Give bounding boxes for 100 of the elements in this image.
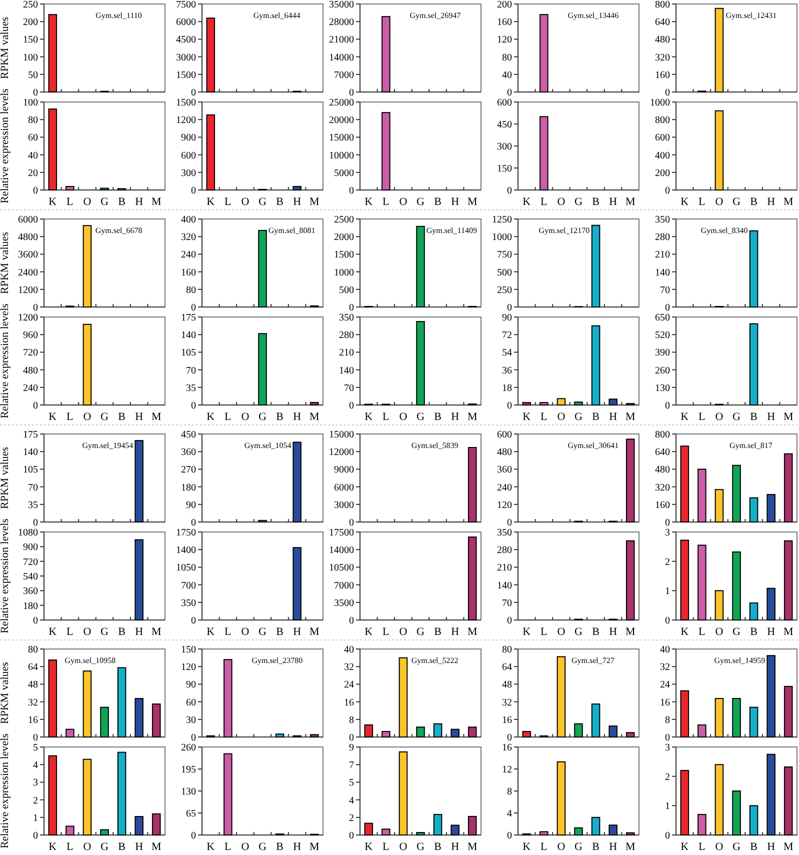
x-tick-label: H: [293, 626, 302, 638]
x-tick-label: O: [557, 841, 566, 853]
y-tick-label: 800: [655, 430, 670, 440]
x-tick-label: M: [625, 626, 636, 638]
y-tick-label: 2500: [334, 214, 354, 226]
x-tick-label: B: [118, 196, 126, 208]
x-tick-label: B: [276, 196, 284, 208]
y-tick-label: 350: [497, 528, 512, 538]
x-tick-label: G: [416, 626, 425, 638]
bar: [364, 724, 374, 738]
y-tick-label: 210: [339, 348, 354, 359]
x-tick-label: G: [732, 196, 741, 208]
bar: [382, 731, 390, 738]
x-tick-label: K: [206, 841, 215, 853]
y-tick-label: 200: [655, 168, 670, 179]
bar: [540, 831, 548, 836]
x-tick-label: K: [522, 841, 531, 853]
y-tick-label: 200: [497, 0, 512, 10]
x-tick-label: M: [783, 411, 794, 423]
bar: [766, 588, 776, 620]
y-tick-label: 400: [655, 150, 670, 162]
x-tick-label: G: [574, 841, 583, 853]
y-tick-label: 120: [181, 662, 196, 674]
x-tick-label: M: [151, 196, 162, 208]
y-tick-label: 0: [191, 88, 196, 98]
y-tick-label: 0: [33, 518, 38, 528]
y-tick-label: 10000: [329, 150, 354, 162]
bar: [608, 398, 618, 406]
x-tick-label: B: [750, 626, 758, 638]
y-tick-label: 1: [665, 801, 670, 812]
bar: [749, 497, 758, 522]
y-tick-label: 0: [507, 400, 512, 412]
y-tick-label: 600: [655, 132, 670, 144]
x-tick-label: O: [715, 841, 724, 853]
x-tick-label: G: [732, 841, 741, 853]
y-tick-label: 25000: [329, 98, 354, 108]
bar: [556, 398, 566, 406]
y-tick-label: 70: [502, 598, 512, 609]
bar: [433, 814, 442, 836]
y-tick-label: 15000: [329, 132, 354, 144]
x-tick-label: O: [399, 196, 408, 208]
y-tick-label: 4: [349, 795, 354, 806]
y-tick-label: 320: [655, 52, 670, 64]
y-tick-label: 1200: [176, 115, 196, 126]
y-tick-label: 0: [33, 616, 38, 626]
y-tick-label: 150: [23, 34, 38, 46]
x-tick-label: H: [135, 411, 144, 423]
x-tick-label: K: [48, 626, 57, 638]
y-tick-label: 2: [665, 772, 670, 783]
y-tick-label: 70: [344, 382, 354, 394]
x-tick-label: M: [625, 841, 636, 853]
x-tick-label: K: [364, 626, 373, 638]
y-tick-label: 4: [33, 760, 38, 772]
x-tick-label: M: [467, 626, 478, 638]
x-tick-label: G: [100, 196, 109, 208]
bar: [117, 752, 126, 836]
y-tick-label: 32: [28, 697, 38, 708]
x-tick-label: M: [783, 626, 794, 638]
x-tick-label: H: [609, 841, 618, 853]
bar: [100, 829, 109, 836]
x-tick-label: B: [276, 841, 284, 853]
y-tick-label: 900: [181, 132, 196, 144]
text: Gym.sel_5839: [411, 441, 458, 450]
x-tick-label: L: [540, 626, 548, 638]
x-tick-label: O: [715, 626, 724, 638]
y-tick-label: 720: [23, 556, 38, 568]
x-tick-label: K: [48, 841, 57, 853]
y-tick-label: 36: [502, 365, 512, 376]
x-tick-label: K: [48, 196, 57, 208]
bar: [784, 686, 793, 738]
y-tick-label: 160: [655, 70, 670, 81]
x-tick-label: G: [416, 411, 425, 423]
x-tick-label: G: [574, 196, 583, 208]
y-tick-label: 500: [339, 284, 354, 296]
y-tick-label: 160: [181, 267, 196, 278]
text: Gym.sel_6444: [253, 11, 300, 20]
x-tick-label: O: [241, 626, 250, 638]
y-tick-label: 32: [344, 662, 354, 674]
y-tick-label: 35: [186, 382, 196, 394]
text: Gym.sel_727: [571, 656, 614, 665]
bar: [749, 706, 758, 738]
y-tick-label: 3: [665, 528, 670, 538]
y-tick-label: 480: [655, 464, 670, 476]
bar: [749, 602, 758, 620]
y-tick-label: 0: [665, 616, 670, 626]
x-tick-label: H: [767, 196, 776, 208]
text: Gym.sel_26947: [410, 11, 461, 20]
x-tick-label: M: [151, 841, 162, 853]
y-tick-label: 360: [497, 464, 512, 476]
y-tick-label: 70: [186, 365, 196, 376]
y-tick-label: 80: [186, 284, 196, 296]
x-tick-label: O: [715, 196, 724, 208]
bar: [398, 657, 408, 738]
bar: [48, 755, 58, 836]
x-tick-label: M: [783, 841, 794, 853]
y-tick-label: 6000: [18, 214, 38, 226]
y-tick-label: 540: [23, 572, 38, 582]
bar: [224, 753, 232, 836]
x-tick-label: L: [66, 196, 74, 208]
y-tick-label: 700: [181, 580, 196, 592]
